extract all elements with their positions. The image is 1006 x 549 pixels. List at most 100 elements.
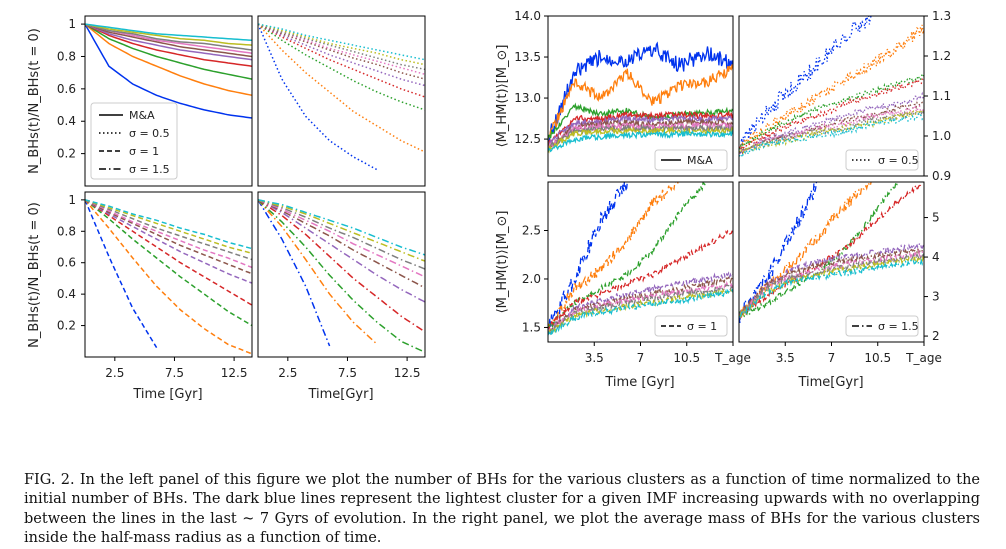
legend-box: [654, 149, 728, 171]
panel-right-bottom-left: [547, 181, 734, 343]
y-tick-label: 1.3: [932, 9, 951, 23]
y-tick-label: 13.0: [514, 91, 541, 105]
series-line-3: [739, 76, 924, 151]
series-line-9: [258, 23, 425, 61]
series-line-5: [739, 247, 924, 317]
panel-left-top-left: [84, 15, 253, 187]
x-tick-label: 12.5: [394, 366, 421, 380]
series-line-2: [85, 199, 252, 327]
figure: 1 0.8 0.6 0.4 0.2 1 0.8 0.6 0.4 0.2 2.5 7.5 12.5 2.5 7…: [27, 9, 951, 402]
y-tick-label: 1: [68, 17, 76, 31]
y-tick-label: 14.0: [514, 9, 541, 23]
x-tick-label: 2.5: [105, 366, 124, 380]
y-axis-label: N_BHs(t)/N_BHs(t = 0): [27, 202, 42, 348]
series-line-8: [258, 199, 425, 262]
legend-label: σ = 1.5: [878, 320, 919, 333]
y-tick-label: 1: [68, 193, 76, 207]
series-group: [548, 182, 733, 339]
series-line-0: [258, 23, 378, 171]
y-tick-label: 0.9: [932, 169, 951, 183]
x-tick-label: 7: [828, 351, 836, 365]
x-tick-label: T_age: [905, 351, 942, 365]
panel-frame: [257, 15, 426, 187]
series-line-3: [548, 229, 733, 331]
series-line-9: [85, 23, 252, 42]
series-line-2: [85, 23, 252, 80]
series-line-7: [258, 199, 425, 270]
series-group: [258, 199, 425, 353]
x-axis-label: Time[Gyr]: [797, 375, 863, 390]
series-line-4: [548, 271, 733, 333]
y-tick-label: 1.1: [932, 89, 951, 103]
series-line-9: [548, 288, 733, 339]
series-line-8: [258, 23, 425, 66]
panel-frame: [84, 15, 253, 187]
x-tick-label: 10.5: [673, 351, 700, 365]
series-line-3: [85, 199, 252, 306]
series-line-1: [739, 24, 924, 151]
series-line-5: [85, 199, 252, 275]
y-tick-label: 2.0: [522, 272, 541, 286]
series-line-1: [548, 182, 681, 328]
series-line-9: [739, 258, 924, 318]
y-tick-label: 0.2: [57, 319, 76, 333]
series-line-2: [739, 72, 924, 151]
y-tick-label: 2.5: [522, 223, 541, 237]
panel-frame: [257, 191, 426, 358]
legend-label: M&A: [129, 109, 155, 122]
x-tick-label: 7.5: [338, 366, 357, 380]
series-line-4: [258, 199, 425, 303]
series-line-6: [258, 23, 425, 76]
legend-label: σ = 1: [129, 145, 159, 158]
series-line-7: [258, 23, 425, 71]
y-tick-label: 13.5: [514, 50, 541, 64]
y-tick-label: 0.6: [57, 82, 76, 96]
y-tick-label: 5: [932, 211, 940, 225]
y-tick-label: 0.4: [57, 287, 76, 301]
series-group: [85, 23, 252, 119]
series-line-2: [258, 23, 425, 111]
legend-box: [845, 149, 919, 171]
series-group: [258, 23, 425, 171]
series-line-2: [548, 182, 708, 329]
y-tick-label: 0.6: [57, 256, 76, 270]
y-axis-label: ⟨M_HM(t)⟩[M_⊙]: [495, 211, 510, 314]
series-line-8: [548, 125, 733, 154]
series-line-8: [85, 199, 252, 255]
series-line-9: [548, 129, 733, 153]
series-line-8: [739, 255, 924, 318]
x-axis-label: Time [Gyr]: [604, 375, 674, 390]
series-line-3: [739, 182, 924, 318]
series-line-4: [85, 199, 252, 284]
series-line-1: [548, 64, 733, 140]
y-tick-label: 1.0: [932, 129, 951, 143]
series-line-4: [85, 23, 252, 61]
series-line-5: [258, 23, 425, 80]
series-line-7: [548, 123, 733, 151]
series-line-6: [85, 199, 252, 269]
series-line-0: [258, 199, 331, 347]
x-tick-label: T_age: [714, 351, 751, 365]
series-line-0: [548, 41, 733, 145]
legend-box: [654, 315, 728, 337]
y-tick-label: 4: [932, 250, 940, 264]
panel-left-top-right: [257, 15, 426, 187]
x-tick-label: 3.5: [585, 351, 604, 365]
y-tick-label: 0.2: [57, 147, 76, 161]
y-tick-label: 0.8: [57, 224, 76, 238]
series-line-5: [258, 199, 425, 289]
series-line-9: [258, 199, 425, 256]
x-tick-label: 12.5: [221, 366, 248, 380]
x-tick-label: 7.5: [165, 366, 184, 380]
panel-right-top-left: [547, 15, 734, 177]
legend-label: M&A: [687, 154, 713, 167]
panel-left-bottom-right: [257, 191, 426, 358]
series-line-7: [739, 252, 924, 318]
series-line-6: [739, 248, 924, 318]
legend-label: σ = 0.5: [129, 127, 170, 140]
series-line-3: [258, 199, 425, 333]
legend-label: σ = 1: [687, 320, 717, 333]
series-line-0: [85, 199, 158, 348]
series-line-0: [739, 182, 819, 323]
y-tick-label: 1.2: [932, 49, 951, 63]
